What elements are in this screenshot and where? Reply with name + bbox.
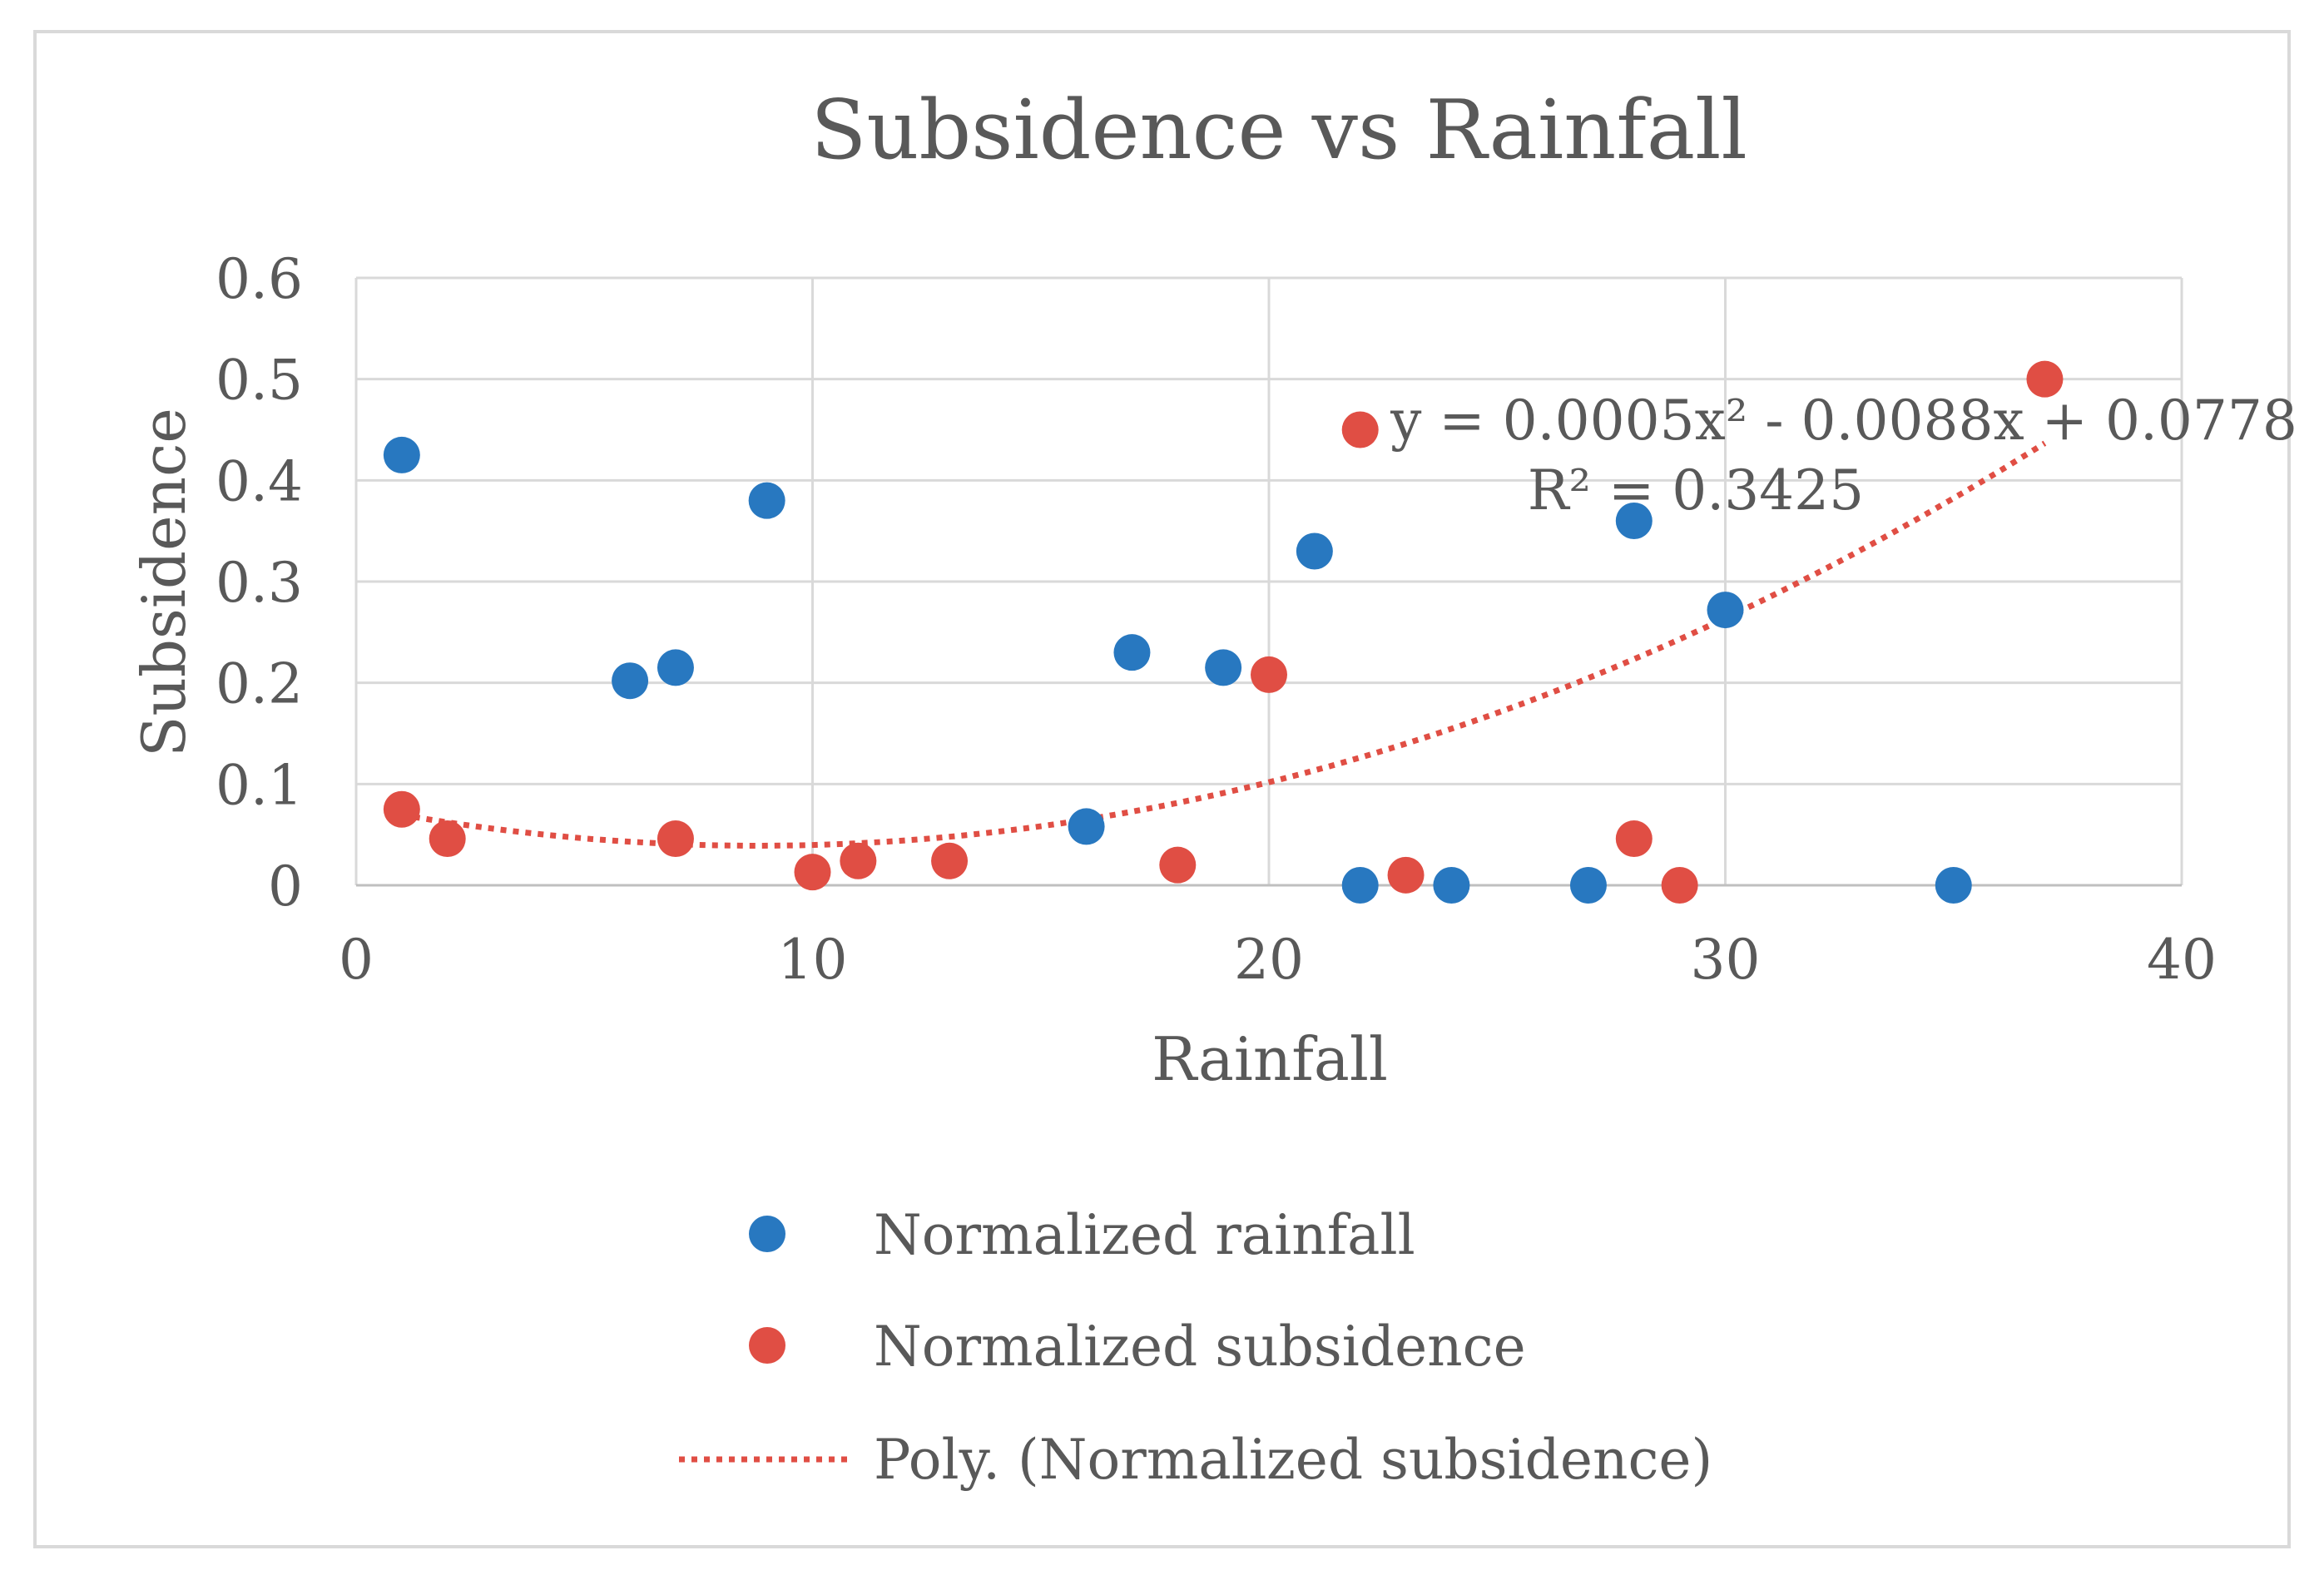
- trendline-equation: y = 0.0005x² - 0.0088x + 0.0778: [1390, 389, 2297, 453]
- y-tick-label: 0.6: [216, 247, 303, 311]
- y-tick-label: 0.4: [216, 449, 303, 513]
- point-normalized-rainfall: [1205, 649, 1242, 686]
- chart-frame: [33, 30, 2291, 1548]
- x-tick-label: 10: [778, 928, 848, 992]
- point-normalized-rainfall: [1935, 867, 1972, 904]
- legend: Normalized rainfall Normalized subsidenc…: [679, 1203, 1712, 1492]
- x-tick-label: 0: [339, 928, 374, 992]
- y-tick-label: 0.1: [216, 753, 303, 817]
- legend-item-normalized-subsidence: Normalized subsidence: [749, 1315, 1526, 1379]
- y-tick-label: 0.3: [216, 551, 303, 615]
- point-normalized-rainfall: [1569, 867, 1607, 904]
- grid-layer: [354, 276, 2183, 887]
- point-normalized-subsidence: [840, 842, 877, 879]
- legend-marker-normalized-subsidence: [749, 1327, 785, 1364]
- x-axis-title: Rainfall: [1152, 1024, 1388, 1094]
- point-normalized-rainfall: [748, 482, 785, 519]
- chart-title: Subsidence vs Rainfall: [810, 83, 1747, 178]
- point-normalized-subsidence: [2026, 360, 2064, 398]
- point-normalized-rainfall: [612, 662, 649, 700]
- point-normalized-subsidence: [1661, 867, 1698, 904]
- y-tick-label: 0: [268, 854, 303, 919]
- point-normalized-subsidence: [383, 790, 420, 828]
- trendline-r-squared: R² = 0.3425: [1528, 458, 1864, 523]
- point-normalized-subsidence: [429, 820, 466, 858]
- point-normalized-rainfall: [1068, 808, 1105, 845]
- legend-label-normalized-rainfall: Normalized rainfall: [874, 1203, 1415, 1267]
- legend-item-normalized-rainfall: Normalized rainfall: [749, 1203, 1415, 1267]
- point-normalized-rainfall: [1341, 867, 1379, 904]
- legend-label-normalized-subsidence: Normalized subsidence: [874, 1315, 1526, 1379]
- y-axis-title: Subsidence: [129, 408, 199, 757]
- point-normalized-subsidence: [1341, 411, 1379, 448]
- tick-labels: 0 10 20 30 40 0 0.1 0.2 0.3 0.4 0.5 0.6: [216, 247, 2217, 992]
- point-normalized-rainfall: [1296, 532, 1333, 570]
- x-tick-label: 40: [2147, 928, 2217, 992]
- point-normalized-subsidence: [931, 842, 969, 879]
- point-normalized-subsidence: [1159, 846, 1197, 884]
- point-normalized-subsidence: [1615, 820, 1653, 858]
- point-normalized-subsidence: [1251, 656, 1287, 693]
- legend-marker-normalized-rainfall: [749, 1216, 785, 1252]
- point-normalized-rainfall: [1433, 867, 1470, 904]
- point-normalized-rainfall: [657, 649, 694, 686]
- y-tick-label: 0.5: [216, 349, 303, 413]
- legend-item-trendline: Poly. (Normalized subsidence): [679, 1428, 1712, 1492]
- point-normalized-rainfall: [383, 436, 420, 473]
- point-normalized-subsidence: [1387, 856, 1425, 894]
- point-normalized-rainfall: [1707, 592, 1744, 629]
- y-tick-label: 0.2: [216, 652, 303, 716]
- x-tick-label: 20: [1234, 928, 1304, 992]
- point-normalized-subsidence: [794, 854, 831, 891]
- points-layer: [383, 360, 2064, 904]
- point-normalized-rainfall: [1113, 634, 1151, 671]
- point-normalized-rainfall: [1615, 503, 1653, 539]
- point-normalized-subsidence: [657, 820, 694, 858]
- x-tick-label: 30: [1691, 928, 1761, 992]
- legend-label-trendline: Poly. (Normalized subsidence): [874, 1428, 1712, 1492]
